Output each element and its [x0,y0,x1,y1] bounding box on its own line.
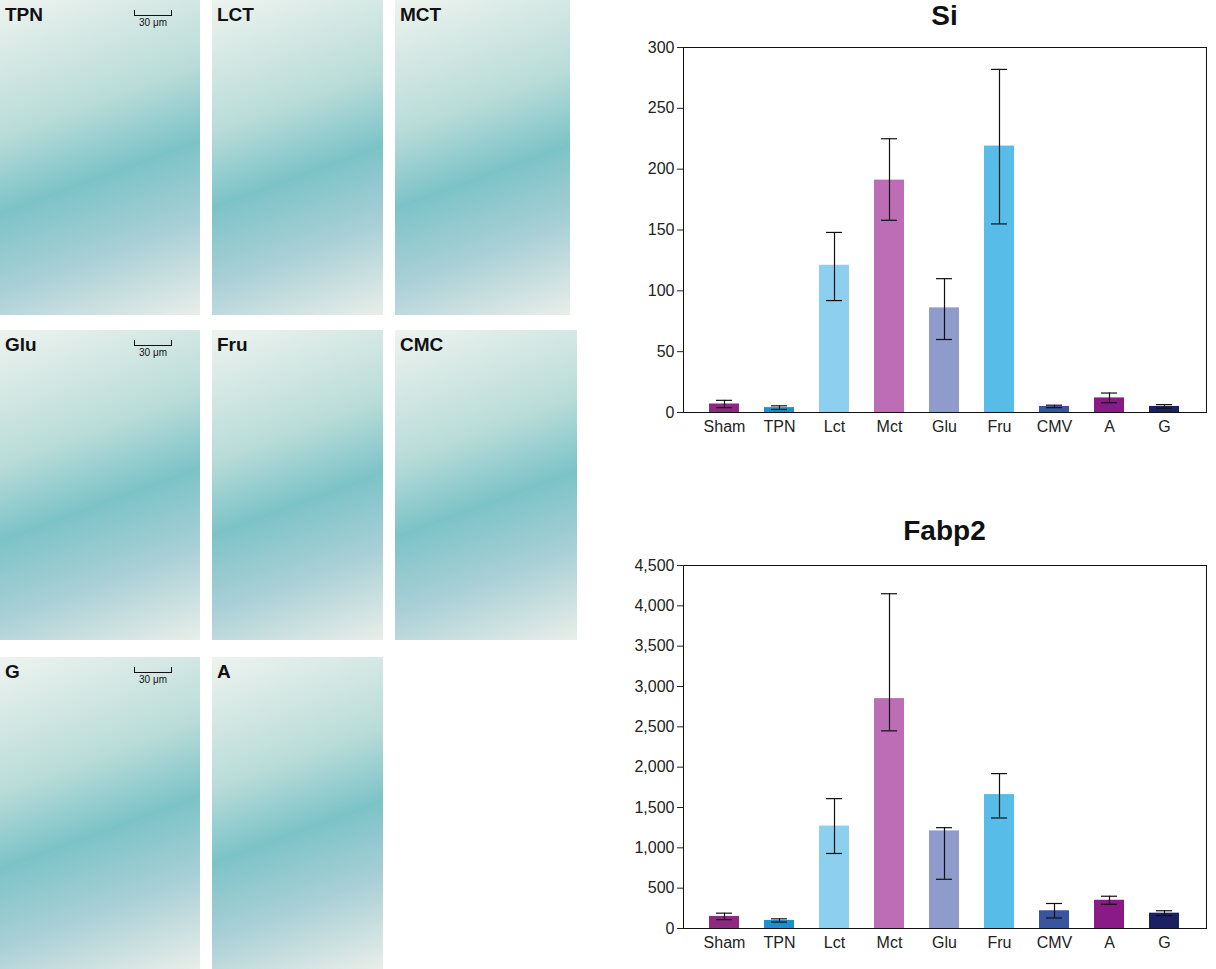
html-text:Fru: Fru [217,334,248,355]
svg-text:A: A [1104,418,1115,435]
svg-text:2,000: 2,000 [634,758,674,775]
svg-text:Glu: Glu [932,418,957,435]
html-text:G: G [5,661,20,682]
svg-text:50: 50 [657,343,675,360]
svg-text:200: 200 [648,160,675,177]
svg-text:Mct: Mct [877,418,903,435]
html-text:TPN: TPN [5,4,43,25]
svg-text:1,000: 1,000 [634,839,674,856]
svg-text:4,500: 4,500 [634,557,674,574]
html-text:30 μm: 30 μm [139,17,167,28]
html-text:30 μm: 30 μm [139,674,167,685]
svg-text:G: G [1158,418,1170,435]
svg-text:4,000: 4,000 [634,597,674,614]
svg-text:0: 0 [666,920,675,937]
svg-text:G: G [1158,934,1170,951]
svg-text:500: 500 [648,879,675,896]
svg-text:3,500: 3,500 [634,637,674,654]
html-text:30 μm: 30 μm [139,347,167,358]
svg-text:Lct: Lct [824,934,846,951]
html-text:Glu: Glu [5,334,37,355]
svg-text:Fru: Fru [988,418,1012,435]
svg-text:Fru: Fru [988,934,1012,951]
svg-text:CMV: CMV [1037,934,1073,951]
svg-text:150: 150 [648,221,675,238]
svg-text:TPN: TPN [764,418,796,435]
svg-text:300: 300 [648,40,675,56]
html-text:MCT: MCT [400,4,442,25]
svg-text:Sham: Sham [704,934,746,951]
svg-text:100: 100 [648,282,675,299]
svg-text:CMV: CMV [1037,418,1073,435]
svg-text:3,000: 3,000 [634,678,674,695]
html-text:LCT: LCT [217,4,254,25]
svg-text:2,500: 2,500 [634,718,674,735]
svg-text:0: 0 [666,404,675,421]
svg-text:A: A [1104,934,1115,951]
svg-text:Lct: Lct [824,418,846,435]
html-text:Si: Si [931,0,958,31]
svg-text:TPN: TPN [764,934,796,951]
svg-text:250: 250 [648,99,675,116]
html-text:Fabp2: Fabp2 [903,515,986,546]
svg-text:Glu: Glu [932,934,957,951]
svg-text:1,500: 1,500 [634,799,674,816]
html-text:A: A [217,661,231,682]
html-text:CMC: CMC [400,334,444,355]
svg-text:Sham: Sham [704,418,746,435]
svg-text:Mct: Mct [877,934,903,951]
